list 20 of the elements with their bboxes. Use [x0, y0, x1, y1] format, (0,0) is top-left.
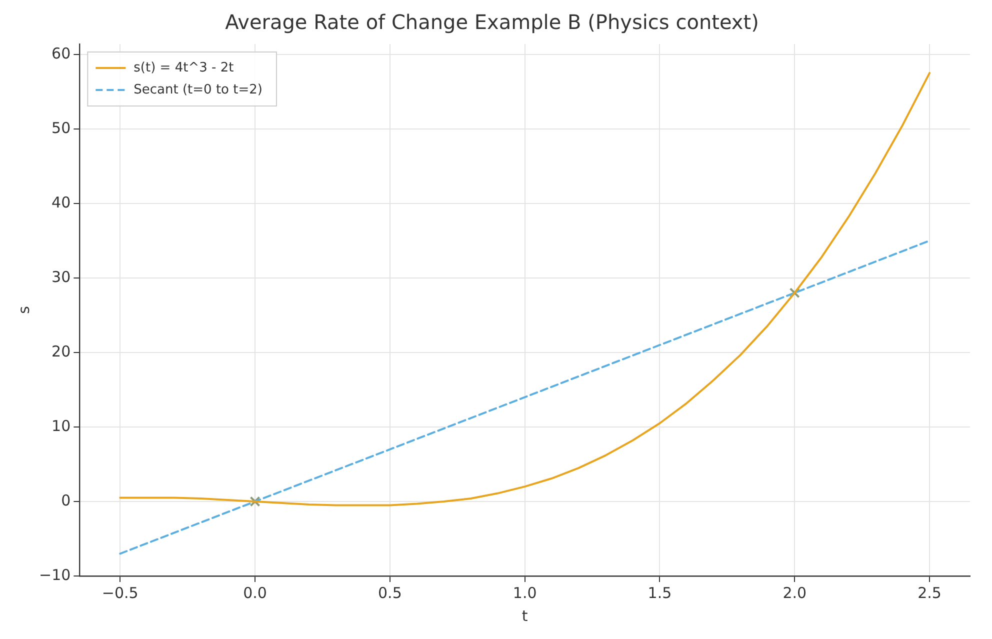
- y-tick-label: −10: [39, 566, 71, 584]
- y-tick-label: 30: [52, 268, 71, 286]
- y-tick-label: 60: [52, 44, 71, 62]
- y-axis-title: s: [14, 306, 33, 314]
- x-tick-label: −0.5: [102, 584, 138, 602]
- x-tick-label: 1.5: [648, 584, 672, 602]
- x-tick-label: 2.0: [782, 584, 807, 602]
- x-tick-label: 1.0: [512, 584, 537, 602]
- chart-title: Average Rate of Change Example B (Physics context): [225, 10, 759, 34]
- y-tick-label: 10: [52, 416, 71, 435]
- x-tick-label: 2.5: [918, 584, 942, 602]
- y-tick-label: 0: [61, 491, 71, 510]
- legend-label: s(t) = 4t^3 - 2t: [134, 60, 234, 76]
- y-tick-label: 40: [52, 193, 71, 212]
- y-tick-label: 50: [52, 118, 71, 137]
- x-axis-title: t: [522, 606, 528, 625]
- legend-label: Secant (t=0 to t=2): [134, 82, 262, 98]
- x-tick-label: 0.0: [243, 584, 267, 602]
- x-tick-label: 0.5: [378, 584, 402, 602]
- y-tick-label: 20: [52, 342, 71, 360]
